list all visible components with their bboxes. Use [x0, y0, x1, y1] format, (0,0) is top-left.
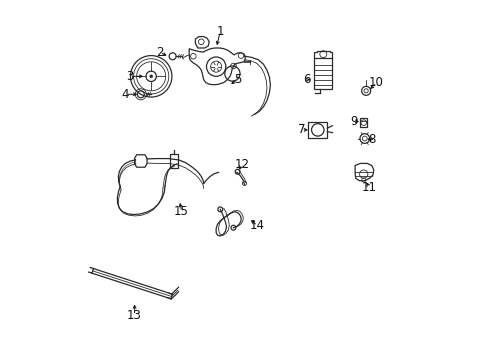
Text: 10: 10: [368, 76, 383, 89]
Bar: [169, 154, 178, 167]
Text: 12: 12: [234, 158, 249, 171]
Text: 9: 9: [350, 115, 357, 128]
Bar: [307, 122, 326, 138]
Text: 5: 5: [233, 73, 241, 86]
Circle shape: [149, 75, 152, 78]
Text: 3: 3: [126, 70, 133, 83]
Text: 7: 7: [297, 123, 305, 136]
Text: 6: 6: [303, 73, 310, 86]
Text: 14: 14: [250, 219, 264, 232]
Text: 13: 13: [127, 309, 142, 322]
Text: 15: 15: [174, 205, 189, 218]
Bar: [360, 118, 366, 127]
Text: 1: 1: [216, 25, 224, 38]
Text: 4: 4: [122, 88, 129, 101]
Text: 2: 2: [156, 46, 163, 59]
Text: 11: 11: [362, 181, 376, 194]
Bar: [314, 58, 332, 89]
Text: 8: 8: [368, 133, 375, 146]
